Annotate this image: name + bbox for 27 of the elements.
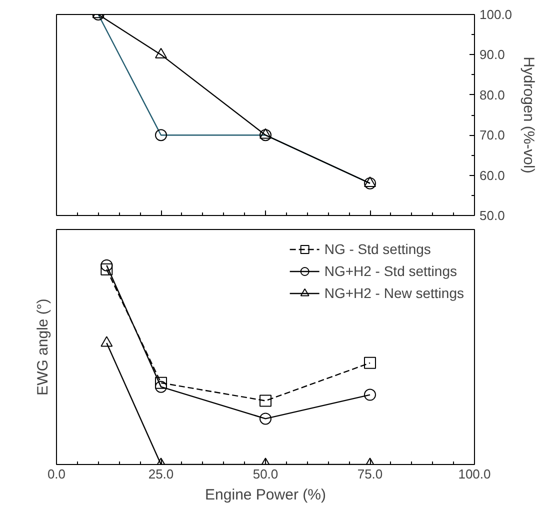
y-axis-title: EWG angle (°)	[34, 298, 52, 396]
point	[364, 388, 376, 401]
y-tick-label: 90.0	[480, 47, 505, 62]
point	[260, 394, 272, 407]
point	[100, 263, 113, 276]
point	[100, 259, 113, 272]
y-tick-label: 60.0	[480, 168, 505, 183]
x-tick-label: 100.0	[458, 466, 491, 482]
legend-label: NG+H2 - Std settings	[324, 263, 457, 279]
point	[155, 376, 167, 389]
y-tick-label: 50.0	[480, 208, 505, 223]
x-tick-label: 50.0	[252, 466, 278, 482]
point	[100, 336, 113, 347]
point	[364, 356, 376, 369]
point	[155, 380, 167, 393]
y-tick-label: 70.0	[480, 128, 505, 143]
y-tick-label: 80.0	[480, 87, 505, 102]
legend-label: NG+H2 - New settings	[324, 285, 464, 301]
y-axis-title: Hydrogen (%-vol)	[520, 56, 538, 174]
y-tick-label: 100.0	[480, 7, 512, 22]
x-axis-title: Engine Power (%)	[205, 486, 326, 504]
x-tick-label: 0.0	[47, 466, 66, 482]
x-tick-label: 25.0	[148, 466, 174, 482]
point	[260, 412, 272, 425]
point	[260, 129, 272, 142]
x-tick-label: 75.0	[357, 466, 383, 482]
legend-label: NG - Std settings	[324, 241, 431, 257]
